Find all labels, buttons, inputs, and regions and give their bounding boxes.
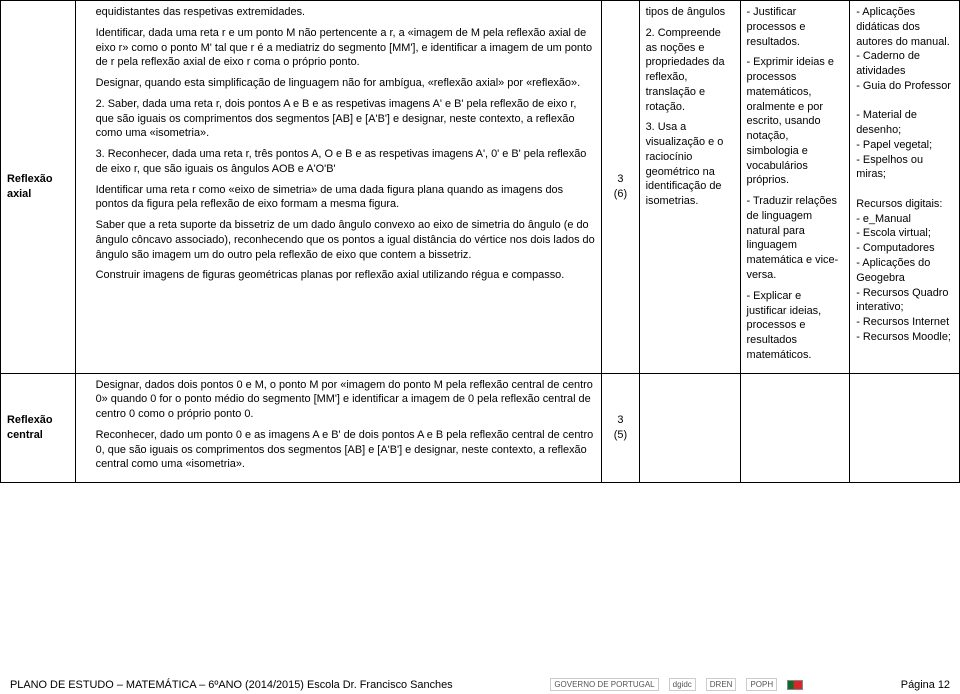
res-line: - Computadores xyxy=(856,241,953,256)
table-row: Reflexão central Designar, dados dois po… xyxy=(1,373,960,483)
desc-p: Saber que a reta suporte da bissetriz de… xyxy=(82,218,596,262)
page-number: Página 12 xyxy=(901,679,950,691)
skills-cell: - Justificar processos e resultados. - E… xyxy=(740,1,850,374)
desc-p: Identificar uma reta r como «eixo de sim… xyxy=(82,183,596,213)
res-line: - Escola virtual; xyxy=(856,226,953,241)
hours-main: 3 xyxy=(608,413,632,428)
res-line: - Caderno de atividades xyxy=(856,49,953,79)
res-line: Recursos digitais: xyxy=(856,197,953,212)
resources-cell: - Aplicações didáticas dos autores do ma… xyxy=(850,1,960,374)
gov-logo: GOVERNO DE PORTUGAL xyxy=(550,678,658,691)
obj-line: 3. Usa a visualização e o raciocínio geo… xyxy=(646,120,734,209)
res-line: - Recursos Internet xyxy=(856,315,953,330)
objectives-cell xyxy=(639,373,740,483)
desc-p: equidistantes das respetivas extremidade… xyxy=(82,5,596,20)
res-line: - Recursos Quadro interativo; xyxy=(856,286,953,316)
desc-p: Construir imagens de figuras geométricas… xyxy=(82,268,596,283)
hours-main: 3 xyxy=(608,172,632,187)
hours-cell: 3 (5) xyxy=(602,373,639,483)
desc-p: Designar, quando esta simplificação de l… xyxy=(82,76,596,91)
dren-logo: DREN xyxy=(706,678,737,691)
skill-line: - Explicar e justificar ideias, processo… xyxy=(747,289,844,363)
res-line: - Espelhos ou miras; xyxy=(856,153,953,183)
description-cell: equidistantes das respetivas extremidade… xyxy=(75,1,602,374)
res-line: - Recursos Moodle; xyxy=(856,330,953,345)
obj-line: tipos de ângulos xyxy=(646,5,734,20)
desc-p: Identificar, dada uma reta r e um ponto … xyxy=(82,26,596,70)
desc-p: Designar, dados dois pontos 0 e M, o pon… xyxy=(82,378,596,422)
description-cell: Designar, dados dois pontos 0 e M, o pon… xyxy=(75,373,602,483)
desc-p: 2. Saber, dada uma reta r, dois pontos A… xyxy=(82,97,596,141)
hours-cell: 3 (6) xyxy=(602,1,639,374)
poph-logo: POPH xyxy=(746,678,777,691)
topic-label: Reflexão axial xyxy=(7,173,53,200)
obj-line: 2. Compreende as noções e propriedades d… xyxy=(646,26,734,115)
desc-p: Reconhecer, dado um ponto 0 e as imagens… xyxy=(82,428,596,472)
topic-label: Reflexão central xyxy=(7,414,53,441)
res-line: - Aplicações do Geogebra xyxy=(856,256,953,286)
footer-logos: GOVERNO DE PORTUGAL dgidc DREN POPH xyxy=(550,678,803,691)
hours-sub: (6) xyxy=(608,187,632,202)
skill-line: - Traduzir relações de linguagem natural… xyxy=(747,194,844,283)
objectives-cell: tipos de ângulos 2. Compreende as noções… xyxy=(639,1,740,374)
table-row: Reflexão axial equidistantes das respeti… xyxy=(1,1,960,374)
page-footer: PLANO DE ESTUDO – MATEMÁTICA – 6ºANO (20… xyxy=(0,678,960,691)
flag-icon xyxy=(787,680,803,690)
resources-cell xyxy=(850,373,960,483)
skill-line: - Justificar processos e resultados. xyxy=(747,5,844,49)
footer-title: PLANO DE ESTUDO – MATEMÁTICA – 6ºANO (20… xyxy=(10,679,453,691)
topic-cell: Reflexão axial xyxy=(1,1,76,374)
dgidc-logo: dgidc xyxy=(669,678,696,691)
skill-line: - Exprimir ideias e processos matemático… xyxy=(747,55,844,188)
res-line: - Guia do Professor xyxy=(856,79,953,94)
topic-cell: Reflexão central xyxy=(1,373,76,483)
desc-p: 3. Reconhecer, dada uma reta r, três pon… xyxy=(82,147,596,177)
curriculum-table: Reflexão axial equidistantes das respeti… xyxy=(0,0,960,483)
skills-cell xyxy=(740,373,850,483)
res-line: - Material de desenho; xyxy=(856,108,953,138)
res-line: - e_Manual xyxy=(856,212,953,227)
hours-sub: (5) xyxy=(608,428,632,443)
res-line: - Papel vegetal; xyxy=(856,138,953,153)
res-line: - Aplicações didáticas dos autores do ma… xyxy=(856,5,953,49)
